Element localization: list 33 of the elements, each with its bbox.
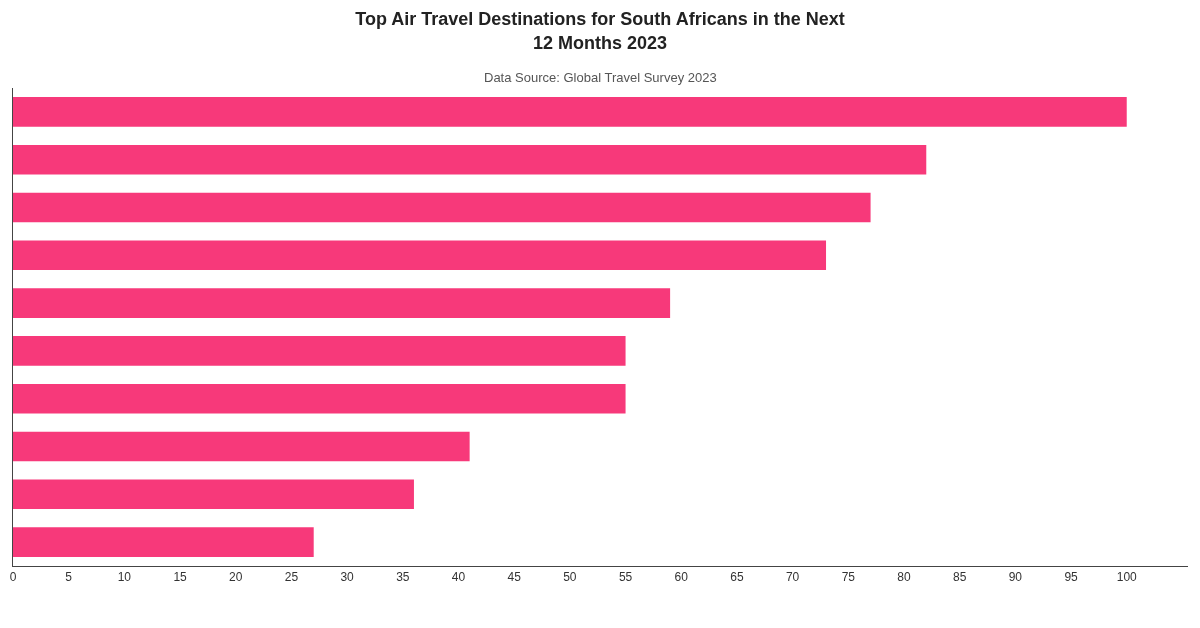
x-tick-label: 95 bbox=[1064, 570, 1079, 585]
chart-title: Top Air Travel Destinations for South Africans in the Next 12 Months 2023 bbox=[355, 9, 845, 53]
x-tick-label: 70 bbox=[785, 570, 800, 585]
bar bbox=[13, 527, 314, 557]
x-tick-label: 25 bbox=[284, 570, 299, 585]
x-tick-label: 20 bbox=[229, 570, 243, 585]
x-tick-label: 50 bbox=[563, 570, 577, 585]
x-tick-label: 10 bbox=[117, 570, 132, 585]
bar bbox=[13, 192, 871, 223]
x-tick-label: 5 bbox=[65, 570, 73, 585]
bar bbox=[13, 97, 1127, 127]
bar bbox=[13, 144, 927, 175]
bar bbox=[13, 240, 827, 271]
x-tick-label: 35 bbox=[396, 570, 410, 585]
bar bbox=[13, 336, 626, 366]
bar bbox=[13, 479, 414, 510]
x-tick-label: 90 bbox=[1008, 570, 1023, 585]
x-tick-label: 60 bbox=[674, 570, 689, 585]
x-tick-label: 30 bbox=[340, 570, 355, 585]
x-tick-label: 0 bbox=[9, 570, 17, 585]
x-tick-label: 65 bbox=[730, 570, 744, 585]
x-tick-label: 85 bbox=[953, 570, 967, 585]
x-tick-label: 45 bbox=[507, 570, 522, 585]
chart-subtitle: Data Source: Global Travel Survey 2023 bbox=[484, 70, 717, 85]
x-tick-label: 80 bbox=[897, 570, 911, 585]
x-tick-label: 15 bbox=[173, 570, 188, 585]
x-tick-label: 55 bbox=[618, 570, 633, 585]
bar bbox=[13, 288, 671, 318]
x-tick-label: 75 bbox=[841, 570, 856, 585]
x-tick-label: 40 bbox=[451, 570, 466, 585]
x-tick-label: 100 bbox=[1116, 570, 1138, 585]
bar bbox=[13, 431, 470, 462]
bar bbox=[13, 383, 626, 414]
